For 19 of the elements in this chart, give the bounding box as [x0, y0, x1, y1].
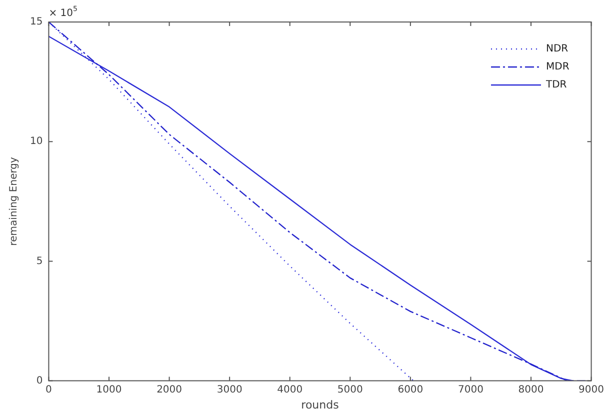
y-tick-label: 15	[30, 16, 43, 28]
y-tick-label: 0	[36, 375, 43, 386]
x-tick-label: 5000	[337, 384, 363, 396]
legend-label: MDR	[546, 62, 570, 73]
x-tick-label: 1000	[96, 384, 122, 396]
x-axis-title: rounds	[301, 398, 340, 412]
x-tick-label: 3000	[216, 384, 242, 396]
legend-label: NDR	[546, 44, 568, 55]
legend-label: TDR	[545, 80, 567, 91]
y-tick-label: 10	[30, 136, 43, 148]
x-tick-label: 4000	[277, 384, 303, 396]
x-tick-label: 7000	[458, 384, 484, 396]
x-tick-label: 2000	[156, 384, 182, 396]
x-tick-label: 0	[46, 384, 52, 396]
x-tick-label: 8000	[518, 384, 544, 396]
x-tick-label: 9000	[578, 384, 604, 396]
x-tick-label: 6000	[398, 384, 424, 396]
y-tick-label: 5	[36, 256, 43, 267]
y-axis-title: remaining Energy	[8, 156, 20, 246]
